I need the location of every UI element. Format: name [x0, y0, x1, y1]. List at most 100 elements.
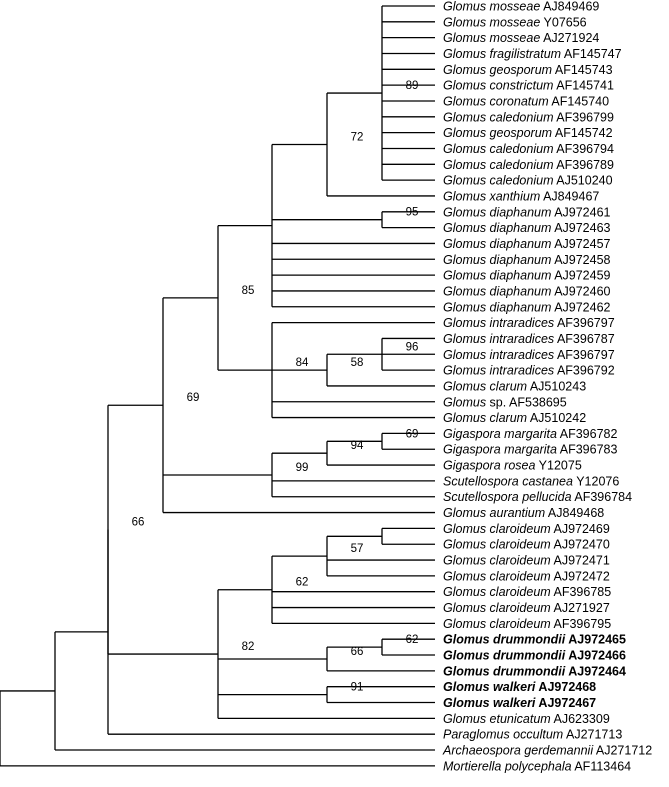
taxon-label: Glomus claroideum AJ972470	[443, 538, 610, 552]
taxon-epithet: diaphanum	[486, 253, 551, 267]
taxon-genus: Glomus	[443, 395, 486, 409]
taxon-label: Mortierella polycephala AF113464	[443, 759, 631, 773]
bootstrap-value: 72	[351, 132, 364, 144]
taxon-accession: AF145743	[552, 63, 613, 77]
taxon-epithet: diaphanum	[486, 284, 551, 298]
taxon-accession: AJ972467	[535, 696, 596, 710]
taxon-accession: AF396799	[553, 110, 614, 124]
taxon-genus: Glomus	[443, 554, 486, 568]
taxon-epithet: margarita	[501, 427, 557, 441]
taxon-label: Glomus geosporum AF145742	[443, 126, 613, 140]
taxon-genus: Glomus	[443, 585, 486, 599]
taxon-genus: Glomus	[443, 506, 486, 520]
taxon-epithet: caledonium	[486, 142, 553, 156]
taxon-genus: Glomus	[443, 522, 486, 536]
taxon-label: Glomus coronatum AF145740	[443, 94, 609, 108]
taxon-accession: AF396795	[551, 617, 612, 631]
taxon-genus: Glomus	[443, 538, 486, 552]
taxon-label: Glomus mosseae AJ271924	[443, 31, 599, 45]
bootstrap-values: 89 72 95 96 58 84 85 69 94 99 69 57 62 62 66 91 82 66	[132, 80, 419, 694]
taxon-label: Glomus caledonium AF396789	[443, 158, 614, 172]
taxon-epithet: claroideum	[486, 585, 551, 599]
bootstrap-value: 58	[351, 357, 364, 369]
taxon-epithet: intraradices	[486, 316, 554, 330]
taxon-epithet: claroideum	[486, 522, 551, 536]
taxon-epithet: caledonium	[486, 174, 553, 188]
taxon-epithet: constrictum	[486, 79, 553, 93]
taxon-epithet: drummondii	[490, 649, 566, 663]
taxon-epithet: intraradices	[486, 332, 554, 346]
taxon-epithet: diaphanum	[486, 221, 551, 235]
taxon-genus: Glomus	[443, 94, 486, 108]
taxon-label: Glomus xanthium AJ849467	[443, 189, 599, 203]
taxon-label: Glomus mosseae AJ849469	[443, 0, 599, 14]
taxon-genus: Glomus	[443, 649, 490, 663]
taxon-label: Glomus caledonium AF396794	[443, 142, 614, 156]
taxon-accession: AF396782	[557, 427, 618, 441]
taxon-accession: AJ972472	[551, 569, 610, 583]
taxon-genus: Glomus	[443, 633, 490, 647]
taxon-epithet: mosseae	[486, 15, 540, 29]
taxon-accession: AJ972462	[551, 300, 610, 314]
taxon-accession: AJ849467	[540, 189, 599, 203]
taxon-accession: AF396787	[554, 332, 615, 346]
taxon-genus: Glomus	[443, 174, 486, 188]
taxon-epithet: walkeri	[490, 680, 536, 694]
taxon-epithet: drummondii	[490, 664, 566, 678]
taxon-genus: Glomus	[443, 0, 486, 14]
taxon-genus: Glomus	[443, 47, 486, 61]
taxon-label: Glomus diaphanum AJ972458	[443, 253, 611, 267]
taxon-accession: AF396794	[553, 142, 614, 156]
bootstrap-value: 96	[406, 341, 419, 353]
taxon-label: Glomus sp. AF538695	[443, 395, 567, 409]
taxon-label: Glomus walkeri AJ972468	[443, 680, 596, 694]
taxon-genus: Glomus	[443, 110, 486, 124]
taxon-accession: AJ271712	[593, 744, 652, 758]
taxon-label: Glomus drummondii AJ972466	[443, 649, 626, 663]
taxon-label: Glomus clarum AJ510242	[443, 411, 586, 425]
taxon-accession: AF145740	[549, 94, 610, 108]
taxon-accession: AJ271927	[551, 601, 610, 615]
taxon-genus: Glomus	[443, 617, 486, 631]
taxon-accession: AF396785	[551, 585, 612, 599]
tree-branches	[0, 5, 435, 767]
taxon-genus: Gigaspora	[443, 443, 501, 457]
taxon-label: Glomus drummondii AJ972464	[443, 664, 626, 678]
taxon-label: Glomus diaphanum AJ972463	[443, 221, 611, 235]
taxon-epithet: caledonium	[486, 110, 553, 124]
taxon-genus: Gigaspora	[443, 459, 501, 473]
taxon-genus: Glomus	[443, 189, 486, 203]
taxon-epithet: rosea	[501, 459, 536, 473]
bootstrap-value: 94	[351, 440, 364, 452]
taxon-epithet: caledonium	[486, 158, 553, 172]
taxon-accession: Y12076	[573, 474, 619, 488]
taxon-genus: Glomus	[443, 696, 490, 710]
taxon-genus: Glomus	[443, 31, 486, 45]
taxon-epithet: gerdemannii	[521, 744, 594, 758]
taxon-label: Glomus clarum AJ510243	[443, 379, 586, 393]
taxon-genus: Glomus	[443, 237, 486, 251]
taxon-label: Paraglomus occultum AJ271713	[443, 728, 622, 742]
taxon-epithet: mosseae	[486, 0, 540, 14]
taxon-label: Glomus walkeri AJ972467	[443, 696, 596, 710]
taxon-accession: AF396783	[557, 443, 618, 457]
bootstrap-value: 69	[187, 392, 200, 404]
taxon-label: Glomus geosporum AF145743	[443, 63, 613, 77]
bootstrap-value: 66	[132, 517, 145, 529]
taxon-genus: Glomus	[443, 142, 486, 156]
taxon-accession: Y12075	[535, 459, 581, 473]
taxon-accession: AJ972464	[565, 664, 626, 678]
taxon-label: Glomus caledonium AF396799	[443, 110, 614, 124]
taxon-label: Glomus etunicatum AJ623309	[443, 712, 610, 726]
taxon-accession: AJ623309	[551, 712, 610, 726]
taxon-genus: Glomus	[443, 348, 486, 362]
taxon-label: Glomus intraradices AF396792	[443, 364, 615, 378]
taxon-genus: Paraglomus	[443, 728, 510, 742]
taxon-epithet: aurantium	[486, 506, 545, 520]
taxon-accession: AF113464	[572, 759, 632, 773]
taxon-genus: Glomus	[443, 221, 486, 235]
taxon-accession: AJ972466	[565, 649, 626, 663]
taxon-accession: AJ972459	[551, 269, 610, 283]
taxon-accession: AJ972461	[551, 205, 610, 219]
taxon-accession: AF396797	[554, 348, 615, 362]
